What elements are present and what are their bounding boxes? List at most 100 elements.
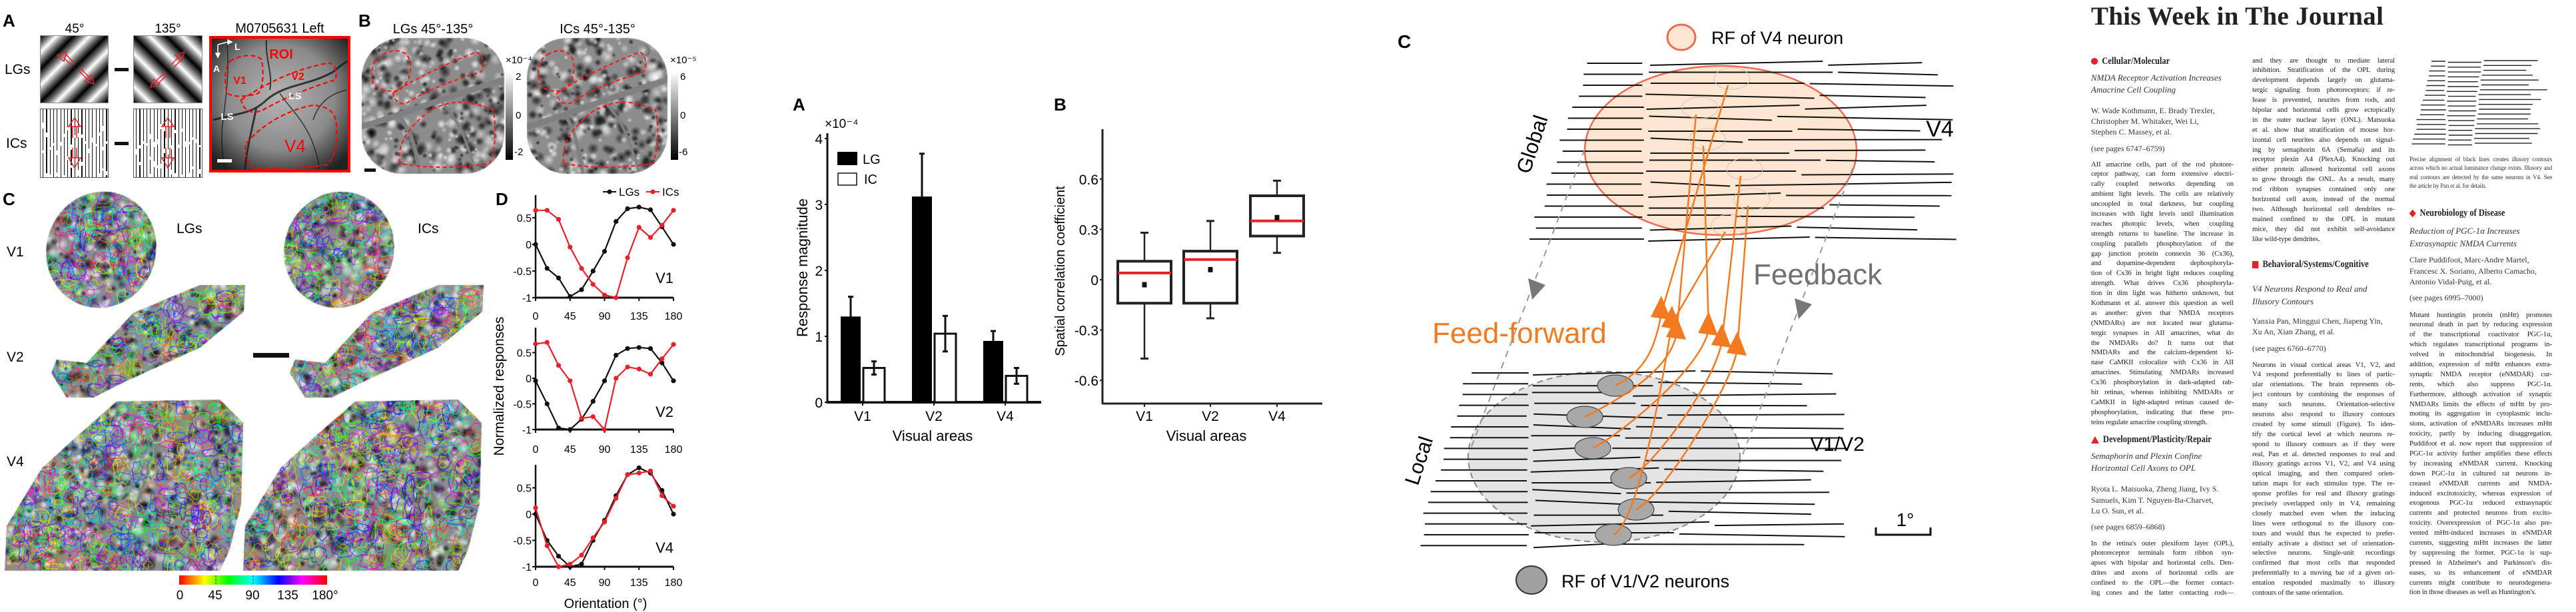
text-line: currents, suggesting mHtt increases the … (2409, 538, 2552, 547)
panel-b-label: B (1054, 95, 1067, 115)
scale-bar (1875, 527, 1932, 536)
text-line: tours and would thus be expected to pref… (2252, 529, 2395, 537)
area-label: V1 (655, 270, 673, 286)
article-title[interactable]: V4 Neurons Respond to Real and Illusory … (2252, 282, 2395, 308)
diagram-panel-label: C (1398, 31, 1411, 52)
line-segment (196, 109, 197, 140)
text-line: strength. What drives Cx36 phosphoryla- (2091, 279, 2234, 288)
line-segment (92, 109, 93, 138)
caption-line: the article by Pan et al. for details. (2409, 182, 2487, 189)
text-line: confined to the OPL—the former contact- (2091, 579, 2234, 587)
scale-bar (364, 168, 376, 172)
series-line-ics (536, 209, 674, 299)
colorbar-tick: 0 (177, 589, 184, 603)
grating-line (1656, 479, 1811, 483)
line-segment (157, 144, 159, 166)
feedforward-arrows (1584, 85, 1749, 536)
text-line: exogenous PGC-1α reduced extrasynaptic (2409, 499, 2552, 507)
data-point (568, 427, 573, 432)
text-line: like wild-type dendrites. (2252, 234, 2320, 243)
feedback-arrowhead-icon (1528, 278, 1545, 300)
x-tick-label: 0 (533, 311, 539, 322)
line-segment (189, 176, 190, 177)
line-segment (85, 109, 86, 141)
data-point (671, 503, 676, 509)
colorbar-tick: 0 (680, 110, 685, 121)
colorbar-dividers (215, 575, 290, 585)
x-tick-label: V2 (1202, 409, 1219, 424)
line-segment (164, 153, 165, 177)
data-point (647, 207, 653, 212)
text-line: contours of the same orientation. (2252, 588, 2344, 597)
line-segment (139, 148, 141, 162)
data-point (659, 360, 665, 366)
article-title[interactable]: Semaphorin and Plexin Confine Horizontal… (2091, 450, 2234, 474)
line-segment (81, 109, 83, 135)
mean-marker (1142, 282, 1147, 288)
anterior-axis-label: A (213, 63, 220, 74)
grating-line (1635, 426, 1844, 430)
x-axis-label: Visual areas (1166, 428, 1247, 444)
line-segment (167, 154, 169, 177)
text-line: phosphorylation, indicating that these p… (2091, 408, 2234, 416)
text-line: optical imaging, and then compared orien… (2252, 469, 2395, 478)
x-tick-label: 180 (665, 577, 683, 589)
article-title[interactable]: NMDA Receptor Activation Increases Amacr… (2091, 72, 2234, 96)
data-point (568, 244, 573, 250)
grating-line (1668, 510, 1811, 515)
author-line: W. Wade Kothmann, E. Brady Trexler, (2091, 106, 2215, 115)
text-line: spond to illusory contours as if they we… (2252, 440, 2395, 448)
grating-line (1626, 491, 1829, 494)
text-line: V4 respond preferentially to lines of pa… (2252, 370, 2395, 379)
colorbar-tick: 2 (516, 71, 521, 83)
y-axis-label: Response magnitude (794, 198, 811, 337)
text-line: entially activate a distinct set of orie… (2252, 539, 2395, 547)
y-tick-label: -1 (522, 425, 532, 436)
data-point (579, 266, 584, 271)
line-segment (181, 131, 183, 175)
line-segment (99, 136, 101, 173)
panel-b-label: B (358, 11, 371, 31)
text-line: down PGC-1α in cultured rat neurons in- (2409, 469, 2552, 477)
grating-line (1701, 370, 1833, 375)
page-reference: (see pages 6747–6759) (2091, 144, 2165, 153)
grating-line (1829, 204, 1940, 207)
title-line: Semaphorin and Plexin Confine (2091, 451, 2202, 461)
x-tick-label: 45 (564, 311, 576, 322)
data-point (544, 208, 550, 213)
article-title[interactable]: Reduction of PGC-1α Increases Extrasynap… (2409, 225, 2552, 250)
y-tick-label: -0.5 (513, 400, 532, 411)
text-line: lines were orthogonal to the illusory co… (2252, 519, 2395, 527)
text-line: currents might contribute to neurodegene… (2409, 578, 2552, 587)
text-line: tergic signaling from photoreceptors: if… (2252, 86, 2395, 95)
text-line: tation maps for each stimulus type. The … (2252, 479, 2395, 488)
article-summary: AII amacrine cells, part of the rod phot… (2091, 160, 2234, 428)
line-segment (150, 139, 151, 156)
data-point (544, 401, 550, 407)
line-segment (153, 109, 155, 142)
journal-title: This Week in The Journal (2091, 2, 2384, 31)
text-line: Puddifoot et al. now report that suppres… (2409, 440, 2552, 448)
area-label: V2 (655, 404, 673, 420)
title-line: Horizontal Cell Axons to OPL (2091, 463, 2196, 473)
feedforward-projection (1660, 85, 1729, 314)
text-line: addition, expression of mHtt enhances ex… (2409, 360, 2552, 368)
y-tick-label: -0.5 (513, 536, 532, 547)
panel-d-label: D (496, 189, 508, 209)
x-tick-label: 0 (533, 577, 539, 589)
data-point (590, 399, 596, 404)
lateral-axis-label: L (234, 41, 240, 52)
feedforward-arrowhead-icon (1698, 312, 1718, 336)
text-line: preferentially to a moving bar of a give… (2252, 569, 2395, 577)
line-segment (136, 154, 137, 177)
row-label-v4: V4 (7, 454, 24, 469)
data-point (544, 543, 550, 549)
grating-135-stimulus (133, 35, 203, 103)
grating-line (1825, 159, 1935, 163)
line-segment (164, 131, 165, 149)
grating-line (1649, 61, 1823, 66)
x-tick-label: V2 (925, 409, 943, 424)
v4-region-label: V4 (284, 136, 306, 156)
data-point (556, 564, 562, 569)
data-point (579, 416, 584, 421)
